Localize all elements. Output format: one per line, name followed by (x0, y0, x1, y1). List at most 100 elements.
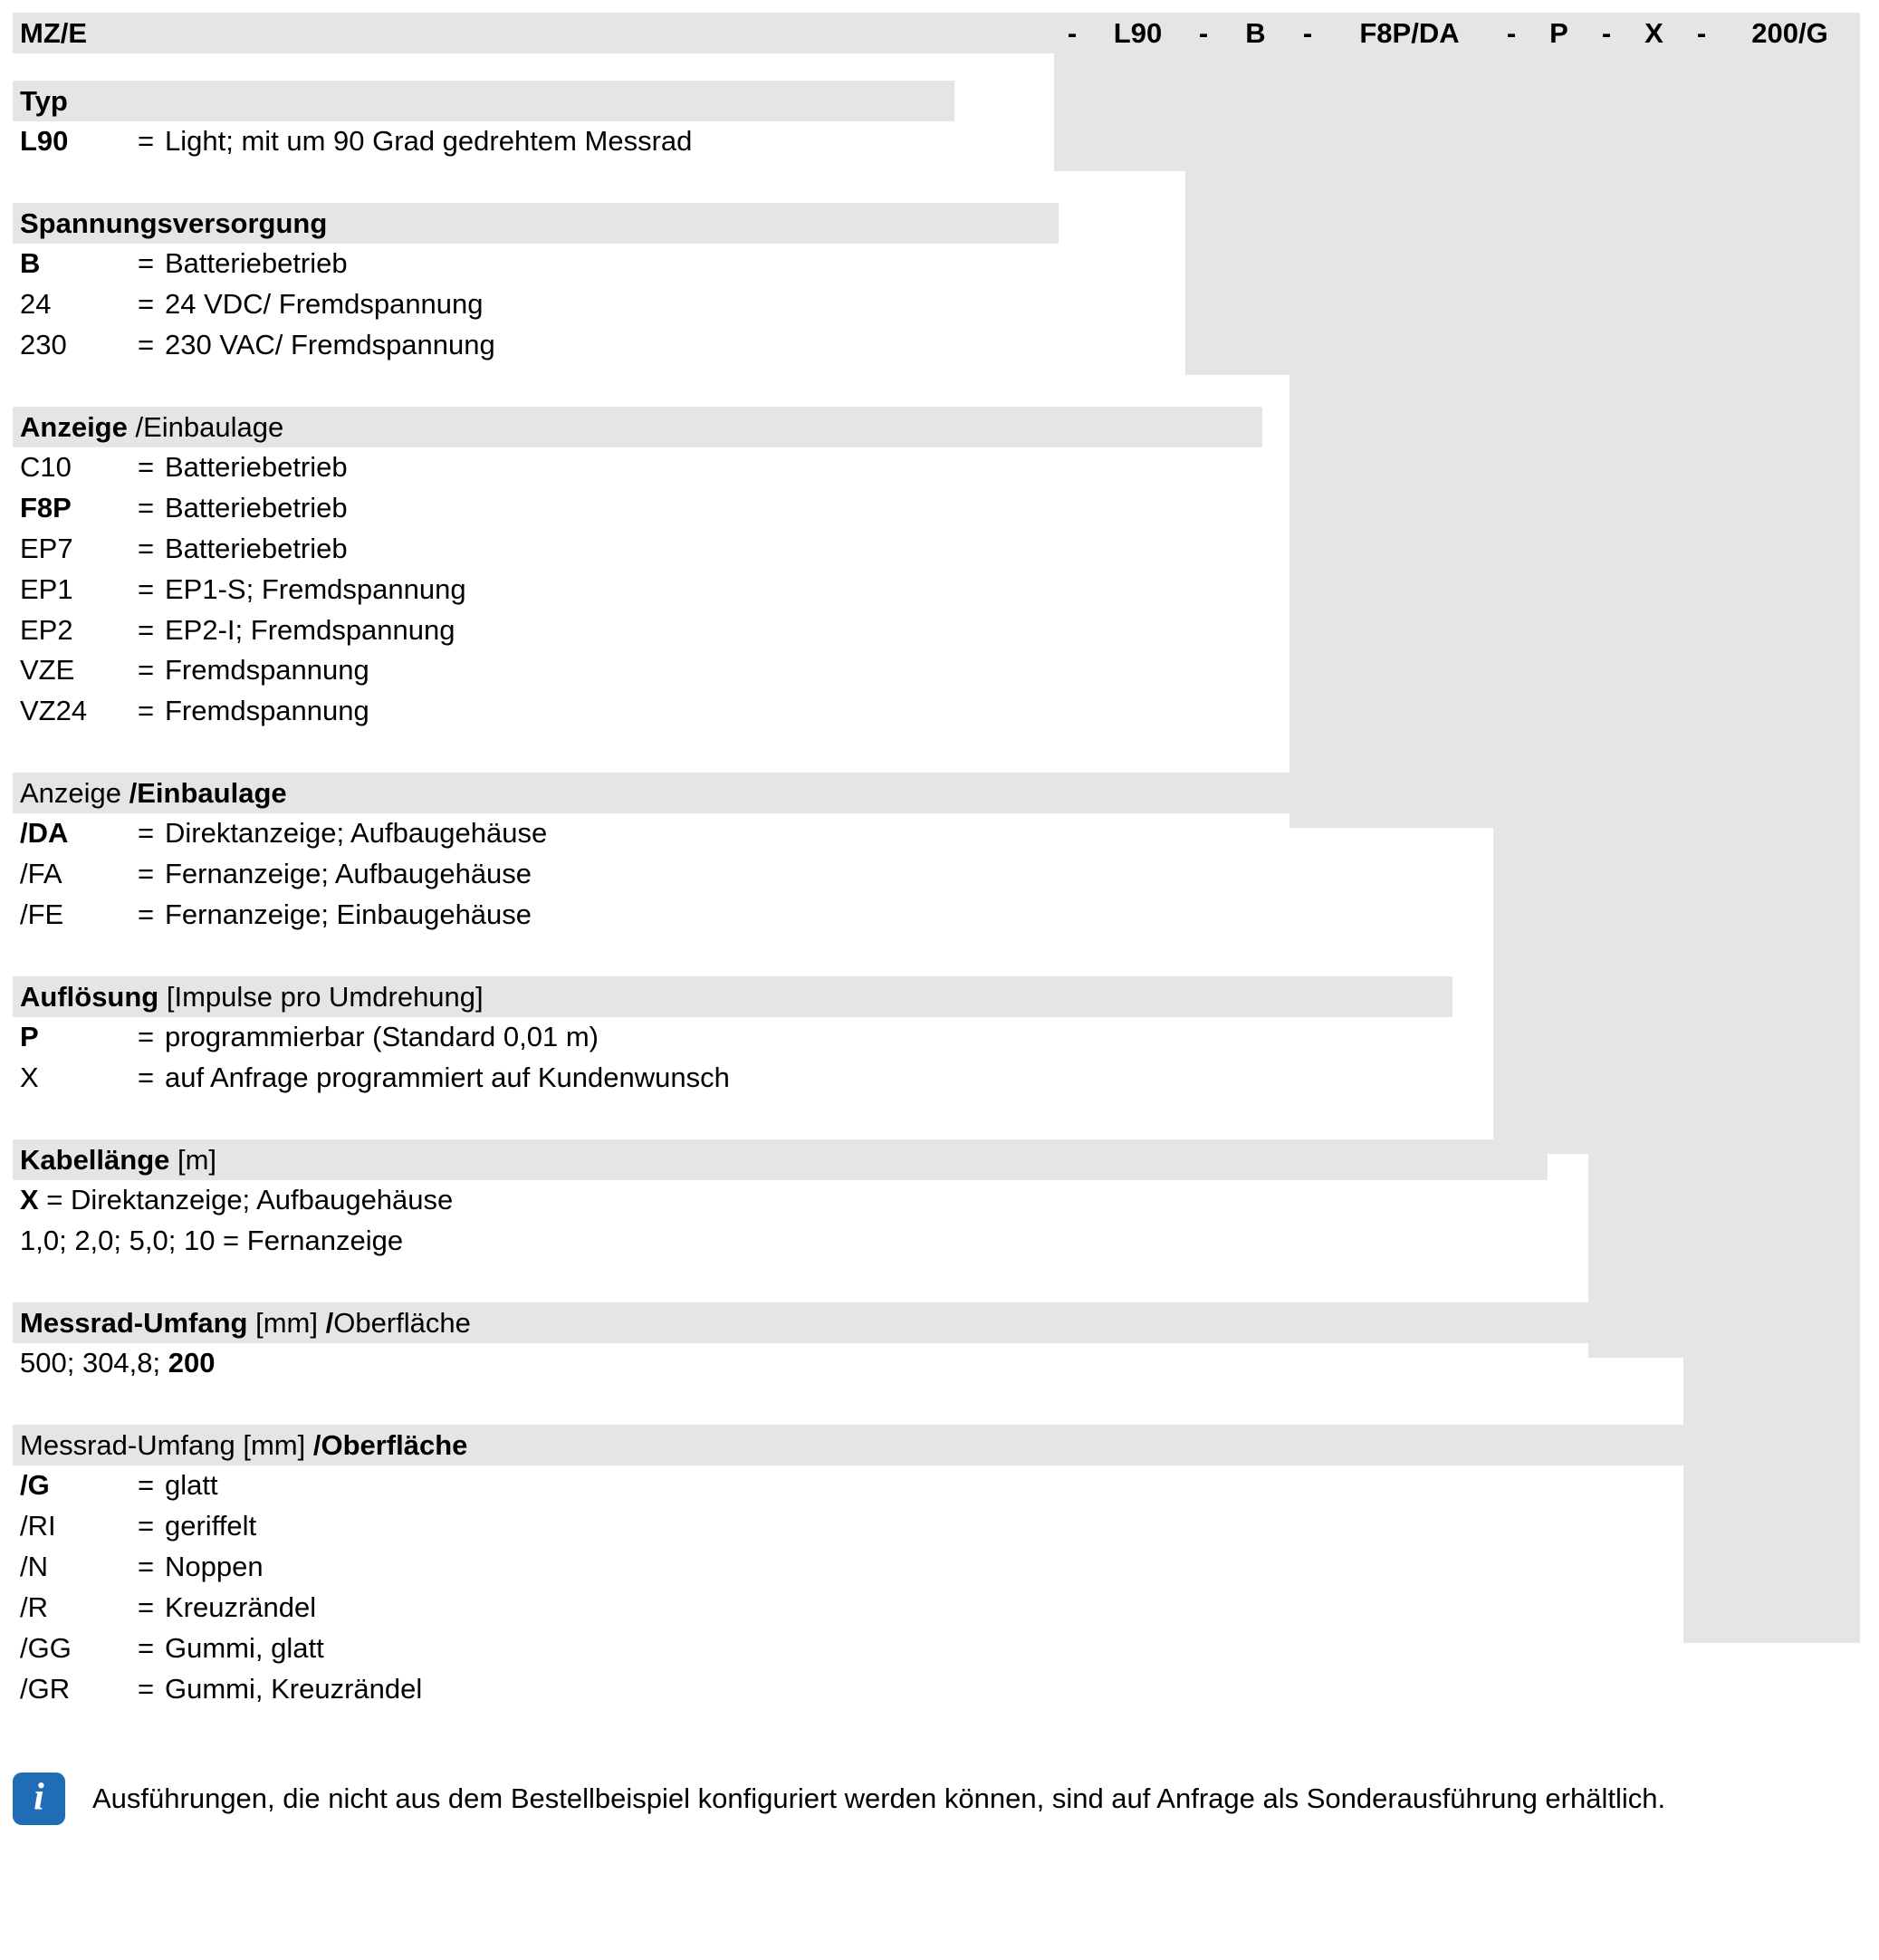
equals-sign: = (138, 854, 165, 895)
section-body: L90=Light; mit um 90 Grad gedrehtem Mess… (13, 121, 1860, 162)
option-row: EP2=EP2-I; Fremdspannung (20, 610, 1860, 651)
code-separator: - (1588, 13, 1625, 53)
option-row: EP7=Batteriebetrieb (20, 529, 1860, 570)
equals-sign: = (138, 895, 165, 936)
equals-sign: = (138, 1629, 165, 1669)
option-row: /DA=Direktanzeige; Aufbaugehäuse (20, 813, 1860, 854)
option-desc: EP1-S; Fremdspannung (165, 570, 1860, 610)
section-header: Anzeige /Einbaulage (13, 407, 1262, 447)
code-separator: - (1683, 13, 1720, 53)
equals-sign: = (138, 121, 165, 162)
option-line: X = Direktanzeige; Aufbaugehäuse (20, 1180, 1860, 1221)
section-body: P=programmierbar (Standard 0,01 m)X=auf … (13, 1017, 1860, 1099)
info-icon (13, 1773, 65, 1825)
option-code: VZ24 (20, 691, 138, 732)
option-code: EP2 (20, 610, 138, 651)
option-desc: glatt (165, 1465, 1860, 1506)
code-segment: B (1222, 13, 1289, 53)
section-header: Typ (13, 81, 954, 121)
option-code: EP7 (20, 529, 138, 570)
option-code: /R (20, 1588, 138, 1629)
order-code-header: MZ/E-L90-B-F8P/DA-P-X-200/G (13, 13, 1860, 53)
option-row: /GR=Gummi, Kreuzrändel (20, 1669, 1860, 1710)
option-desc: 230 VAC/ Fremdspannung (165, 325, 1860, 366)
option-row: L90=Light; mit um 90 Grad gedrehtem Mess… (20, 121, 1860, 162)
option-desc: EP2-I; Fremdspannung (165, 610, 1860, 651)
option-row: /N=Noppen (20, 1547, 1860, 1588)
option-code: X (20, 1058, 138, 1099)
option-code: /RI (20, 1506, 138, 1547)
equals-sign: = (138, 691, 165, 732)
equals-sign: = (138, 1588, 165, 1629)
option-row: F8P=Batteriebetrieb (20, 488, 1860, 529)
code-segment: 200/G (1720, 13, 1860, 53)
equals-sign: = (138, 1465, 165, 1506)
option-row: /R=Kreuzrändel (20, 1588, 1860, 1629)
equals-sign: = (138, 1017, 165, 1058)
option-code: L90 (20, 121, 138, 162)
option-desc: 24 VDC/ Fremdspannung (165, 284, 1860, 325)
code-segment: P (1529, 13, 1588, 53)
option-code: /DA (20, 813, 138, 854)
code-separator: - (1054, 13, 1090, 53)
option-desc: Noppen (165, 1547, 1860, 1588)
option-row: C10=Batteriebetrieb (20, 447, 1860, 488)
section-body: /DA=Direktanzeige; Aufbaugehäuse/FA=Fern… (13, 813, 1860, 936)
option-row: 24=24 VDC/ Fremdspannung (20, 284, 1860, 325)
option-desc: geriffelt (165, 1506, 1860, 1547)
option-row: EP1=EP1-S; Fremdspannung (20, 570, 1860, 610)
option-desc: Kreuzrändel (165, 1588, 1860, 1629)
equals-sign: = (138, 244, 165, 284)
option-desc: Fernanzeige; Einbaugehäuse (165, 895, 1860, 936)
info-note: Ausführungen, die nicht aus dem Bestellb… (13, 1773, 1860, 1825)
option-row: VZE=Fremdspannung (20, 650, 1860, 691)
code-segment: L90 (1090, 13, 1185, 53)
option-code: /GG (20, 1629, 138, 1669)
equals-sign: = (138, 610, 165, 651)
section-body: X = Direktanzeige; Aufbaugehäuse1,0; 2,0… (13, 1180, 1860, 1262)
section-body: /G=glatt/RI=geriffelt/N=Noppen/R=Kreuzrä… (13, 1465, 1860, 1710)
section-header: Auflösung [Impulse pro Umdrehung] (13, 976, 1452, 1017)
option-code: 24 (20, 284, 138, 325)
option-desc: Batteriebetrieb (165, 447, 1860, 488)
option-desc: Batteriebetrieb (165, 488, 1860, 529)
option-line: 500; 304,8; 200 (20, 1343, 1860, 1384)
option-code: /G (20, 1465, 138, 1506)
equals-sign: = (138, 813, 165, 854)
model-code: MZ/E (13, 13, 1054, 53)
option-row: VZ24=Fremdspannung (20, 691, 1860, 732)
option-code: /N (20, 1547, 138, 1588)
section-header: Kabellänge [m] (13, 1139, 1548, 1180)
code-separator: - (1493, 13, 1529, 53)
code-segment: F8P/DA (1326, 13, 1493, 53)
code-segment: X (1625, 13, 1683, 53)
option-code: F8P (20, 488, 138, 529)
option-desc: Batteriebetrieb (165, 529, 1860, 570)
option-code: P (20, 1017, 138, 1058)
option-row: /FE=Fernanzeige; Einbaugehäuse (20, 895, 1860, 936)
equals-sign: = (138, 325, 165, 366)
section-body: B=Batteriebetrieb24=24 VDC/ Fremdspannun… (13, 244, 1860, 366)
option-desc: Fremdspannung (165, 650, 1860, 691)
option-row: /G=glatt (20, 1465, 1860, 1506)
equals-sign: = (138, 488, 165, 529)
equals-sign: = (138, 447, 165, 488)
option-desc: Gummi, glatt (165, 1629, 1860, 1669)
option-row: /RI=geriffelt (20, 1506, 1860, 1547)
option-row: B=Batteriebetrieb (20, 244, 1860, 284)
equals-sign: = (138, 1058, 165, 1099)
option-line: 1,0; 2,0; 5,0; 10 = Fernanzeige (20, 1221, 1860, 1262)
equals-sign: = (138, 529, 165, 570)
section-header: Spannungsversorgung (13, 203, 1059, 244)
equals-sign: = (138, 1547, 165, 1588)
option-desc: Batteriebetrieb (165, 244, 1860, 284)
option-code: B (20, 244, 138, 284)
option-code: 230 (20, 325, 138, 366)
section-body: 500; 304,8; 200 (13, 1343, 1860, 1384)
option-code: /FE (20, 895, 138, 936)
option-row: P=programmierbar (Standard 0,01 m) (20, 1017, 1860, 1058)
option-desc: Fremdspannung (165, 691, 1860, 732)
equals-sign: = (138, 284, 165, 325)
section-header: Messrad-Umfang [mm] /Oberfläche (13, 1425, 1860, 1465)
equals-sign: = (138, 650, 165, 691)
